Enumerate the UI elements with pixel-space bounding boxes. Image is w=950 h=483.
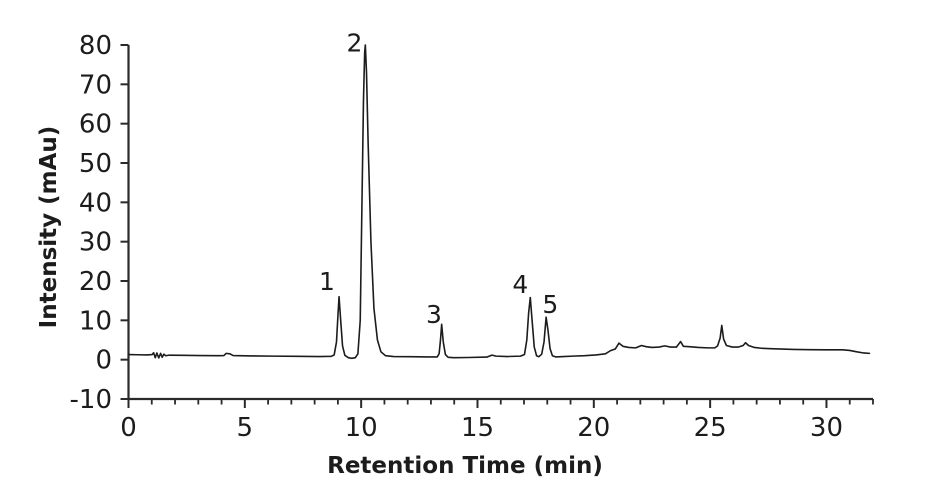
x-tick-label: 25 xyxy=(694,413,727,443)
peak-label-4: 4 xyxy=(512,270,528,299)
peak-label-1: 1 xyxy=(319,267,335,296)
x-tick-label: 15 xyxy=(461,413,494,443)
x-tick-label: 5 xyxy=(237,413,254,443)
x-axis-tick-labels: 0 5 10 15 20 25 30 xyxy=(120,413,843,443)
y-tick-label: -10 xyxy=(70,385,112,415)
signal-trace xyxy=(127,44,871,360)
y-tick-label: 50 xyxy=(79,149,112,179)
x-tick-label: 0 xyxy=(120,413,137,443)
axes xyxy=(120,44,874,408)
y-tick-label: 60 xyxy=(79,110,112,140)
peak-label-3: 3 xyxy=(426,300,442,329)
y-tick-label: 80 xyxy=(79,31,112,61)
y-tick-label: 10 xyxy=(79,306,112,336)
y-tick-label: 20 xyxy=(79,267,112,297)
y-axis-tick-labels: -10 0 10 20 30 40 50 60 70 80 xyxy=(70,31,112,415)
y-tick-label: 70 xyxy=(79,70,112,100)
x-tick-label: 30 xyxy=(810,413,843,443)
x-axis-title: Retention Time (min) xyxy=(327,453,603,479)
y-tick-label: 40 xyxy=(79,188,112,218)
peak-label-2: 2 xyxy=(346,29,362,58)
x-tick-label: 20 xyxy=(577,413,610,443)
x-tick-label: 10 xyxy=(345,413,378,443)
axis-spines xyxy=(127,45,873,401)
y-tick-label: 0 xyxy=(95,346,112,376)
y-tick-label: 30 xyxy=(79,228,112,258)
peak-number-labels: 1 2 3 45 xyxy=(319,29,558,329)
y-axis-title: Intensity (mAu) xyxy=(36,126,62,329)
peak-label-5: 5 xyxy=(542,290,558,319)
